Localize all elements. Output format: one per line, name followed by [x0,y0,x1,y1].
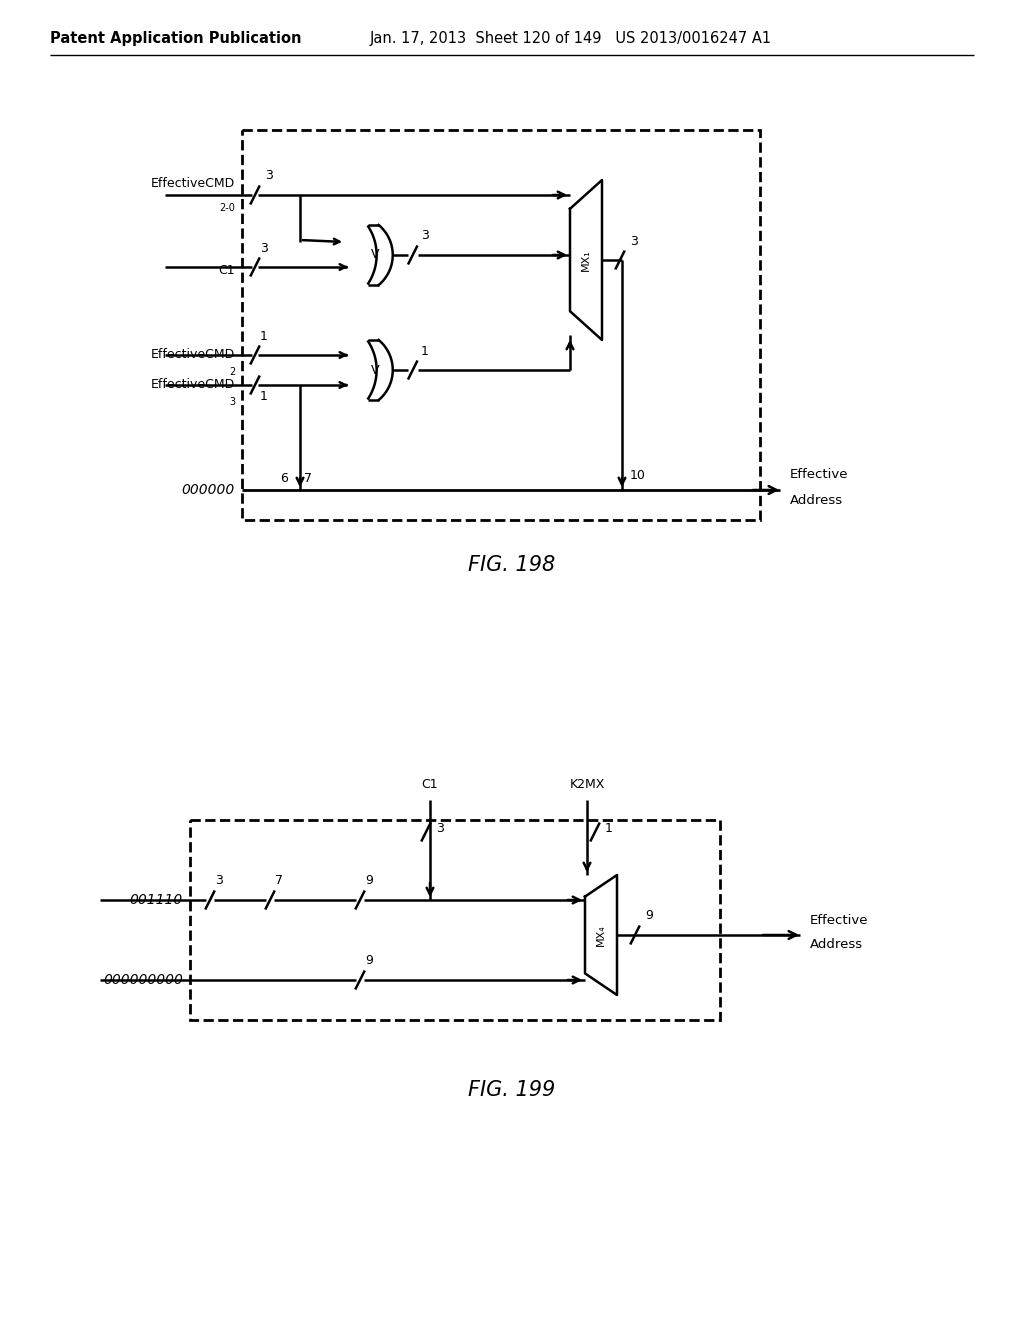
Text: 10: 10 [630,469,646,482]
Text: 1: 1 [605,821,613,834]
Text: 3: 3 [630,235,638,248]
Text: K2MX: K2MX [569,779,605,792]
Bar [242,129,760,520]
Text: MX₄: MX₄ [596,924,606,946]
Text: 7: 7 [304,473,312,484]
Text: 7: 7 [275,874,283,887]
Text: 000000: 000000 [181,483,234,498]
Text: 1: 1 [421,345,429,358]
Text: 1: 1 [260,330,268,343]
Text: V: V [371,248,379,261]
Text: FIG. 198: FIG. 198 [468,554,556,576]
Bar [190,820,720,1020]
Text: Address: Address [810,939,863,952]
Text: 3: 3 [421,228,429,242]
Text: Address: Address [790,494,843,507]
Text: 1: 1 [260,389,268,403]
Text: C1: C1 [422,779,438,792]
Text: 9: 9 [365,874,373,887]
Text: Effective: Effective [790,469,849,482]
Text: 6: 6 [281,473,288,484]
Text: 2: 2 [228,367,234,378]
Text: EffectiveCMD: EffectiveCMD [151,379,234,392]
Text: Jan. 17, 2013  Sheet 120 of 149   US 2013/0016247 A1: Jan. 17, 2013 Sheet 120 of 149 US 2013/0… [370,30,772,45]
Text: 3: 3 [215,874,223,887]
Text: 3: 3 [260,242,268,255]
Text: Effective: Effective [810,913,868,927]
Text: EffectiveCMD: EffectiveCMD [151,177,234,190]
Text: 3: 3 [265,169,272,182]
Text: V: V [371,363,379,376]
Text: MX₁: MX₁ [581,249,591,271]
Text: 9: 9 [645,909,653,921]
Text: 3: 3 [229,397,234,407]
Text: 9: 9 [365,954,373,968]
Text: Patent Application Publication: Patent Application Publication [50,30,301,45]
Text: 001110: 001110 [130,894,183,907]
Text: C1: C1 [218,264,234,276]
Text: FIG. 199: FIG. 199 [468,1080,556,1100]
Text: EffectiveCMD: EffectiveCMD [151,348,234,362]
Text: 2-0: 2-0 [219,203,234,213]
Text: 000000000: 000000000 [103,973,183,987]
Text: 3: 3 [436,821,443,834]
